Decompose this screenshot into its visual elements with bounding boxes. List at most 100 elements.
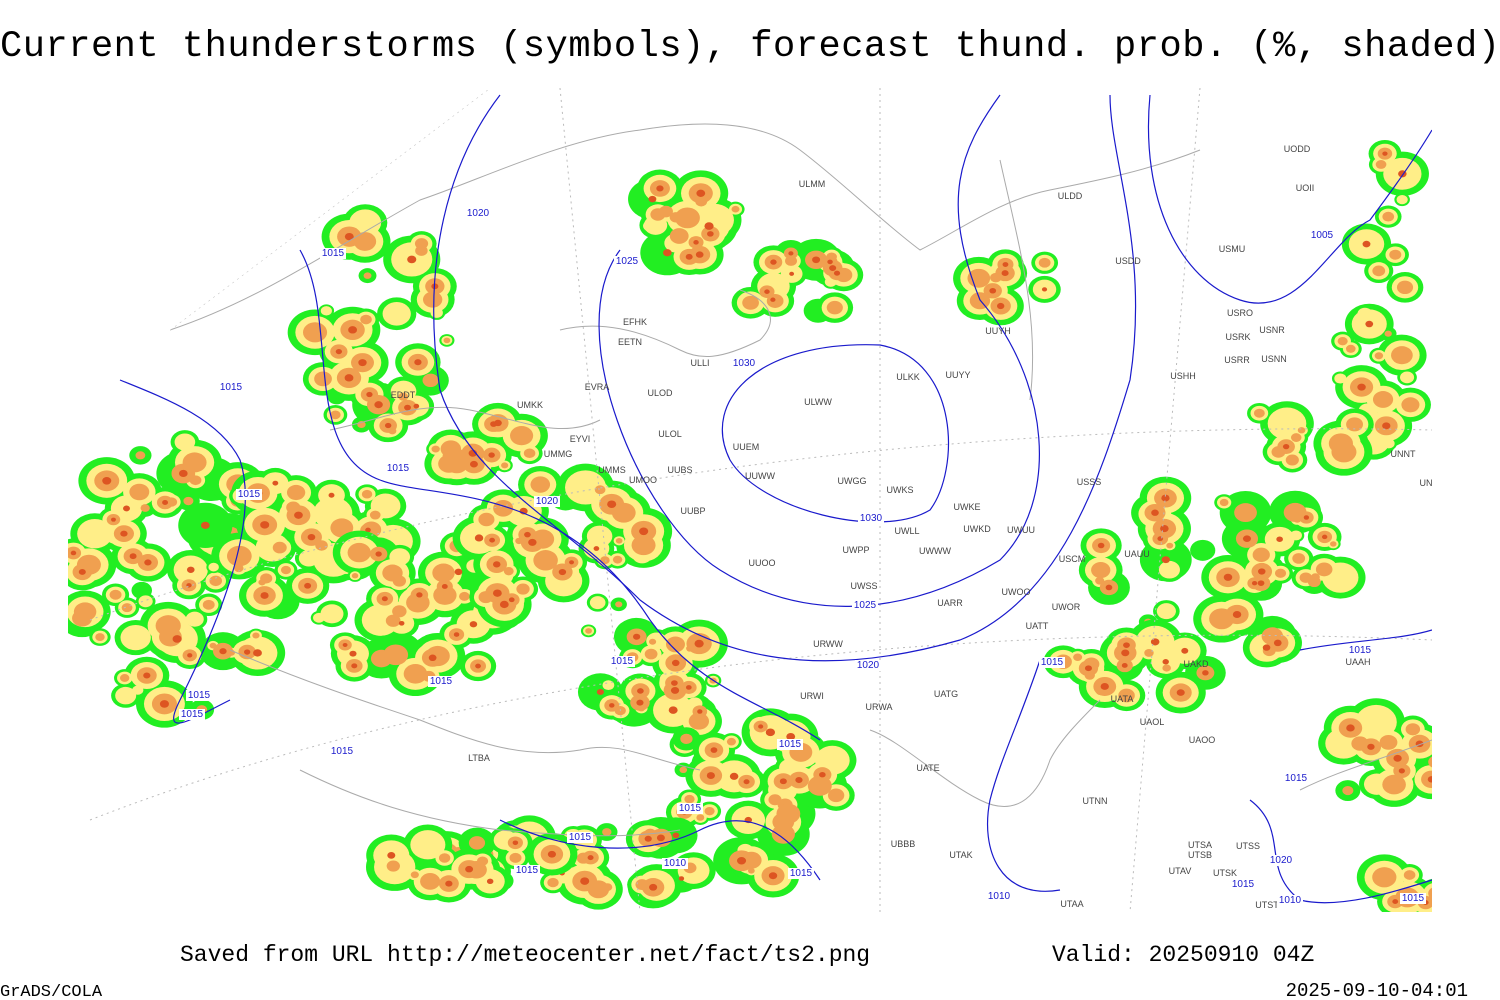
shade-blob [453, 632, 460, 637]
shade-blob [365, 527, 371, 533]
station-label: UWKD [963, 524, 991, 534]
isobars [119, 94, 1432, 904]
station-label: EFHK [623, 317, 647, 327]
shade-blob [1330, 541, 1337, 547]
shade-blob [704, 222, 714, 230]
shade-blob [786, 732, 796, 741]
shade-blob [547, 850, 556, 858]
shade-blob [489, 537, 496, 543]
shade-blob [347, 542, 371, 563]
shade-blob [1276, 536, 1283, 542]
shade-blob [1283, 502, 1307, 522]
shade-blob [729, 772, 739, 780]
coastlines [169, 123, 1432, 837]
isobar-label: 1015 [1232, 879, 1255, 890]
isobar-label-bg [218, 382, 244, 393]
station-label: UTAV [1169, 866, 1192, 876]
shade-blob [1097, 542, 1105, 549]
shade-blob [726, 737, 736, 746]
isobar-label-bg [1039, 657, 1065, 668]
shade-blob [286, 501, 301, 514]
isobar-label-bg [465, 208, 491, 219]
shade-blob [807, 775, 832, 796]
shade-blob [1396, 280, 1414, 295]
shade-blob [478, 512, 495, 527]
station-label: UWOO [1002, 587, 1031, 597]
isobar-label-bg [855, 660, 881, 671]
isobar-label: 1015 [611, 656, 634, 667]
shade-blob [140, 504, 150, 512]
shade-blob [129, 553, 137, 560]
station-label: UUBP [680, 506, 705, 516]
shade-blob [509, 852, 522, 863]
shade-blob [208, 562, 219, 572]
shade-blob [812, 256, 821, 264]
shade-blob [361, 489, 373, 499]
isobar-label: 1010 [664, 858, 687, 869]
shade-blob [459, 591, 470, 601]
isobar-label: 1015 [1041, 657, 1064, 668]
shade-blob [344, 374, 354, 382]
isobar-label: 1030 [860, 513, 883, 524]
shade-blob [111, 517, 116, 522]
station-label: UWPP [843, 545, 870, 555]
shade-blob [135, 451, 146, 460]
shade-blob [234, 547, 245, 557]
shade-blob [162, 500, 169, 505]
shade-blob [474, 534, 484, 542]
shade-blob [1345, 344, 1356, 353]
isobar-label-bg [186, 690, 212, 701]
station-label: ULWW [804, 397, 832, 407]
station-label: ULMM [799, 179, 826, 189]
isobar-label-bg [385, 463, 411, 474]
shade-blob [512, 840, 519, 846]
shade-blob [758, 724, 764, 729]
shade-blob [1433, 760, 1438, 764]
shade-blob [234, 564, 244, 573]
shade-blob [410, 830, 446, 860]
shade-blob [349, 650, 357, 657]
station-label: UWLL [894, 526, 919, 536]
shade-blob [422, 373, 439, 388]
shade-blob [609, 703, 615, 708]
station-label: UTSS [1236, 841, 1260, 851]
shade-blob [827, 788, 845, 803]
station-label: UTAA [1060, 899, 1083, 909]
isobar-label: 1015 [238, 489, 261, 500]
shade-blob [1161, 494, 1170, 502]
station-label: UWUU [1007, 525, 1035, 535]
shade-blob [366, 391, 373, 398]
shade-blob [1321, 534, 1328, 540]
shade-blob [1403, 870, 1416, 880]
shade-blob [827, 259, 833, 265]
shade-blob [1144, 648, 1154, 657]
station-label: UNNT [1391, 449, 1416, 459]
shade-blob [386, 860, 400, 872]
shade-blob [454, 568, 463, 576]
shade-blob [1372, 867, 1397, 888]
shade-blob [1372, 391, 1394, 408]
shade-blob [159, 700, 169, 708]
shade-blob [1334, 373, 1347, 384]
station-label: EDDT [391, 390, 416, 400]
shade-blob [594, 485, 606, 495]
shade-blob [109, 589, 122, 600]
shade-blob [165, 497, 178, 507]
isobar-label-bg [179, 709, 205, 720]
shade-blob [1346, 724, 1355, 732]
station-label: EETN [618, 337, 642, 347]
shade-blob [1374, 352, 1384, 360]
shade-blob [398, 392, 409, 401]
shade-blob [430, 307, 443, 318]
shade-blob [369, 510, 381, 520]
shade-blob [587, 855, 594, 861]
shade-blob [569, 560, 575, 565]
station-label: UWWW [919, 546, 951, 556]
shade-blob [1219, 498, 1229, 507]
shade-blob [589, 596, 606, 610]
station-label: UTSB [1188, 850, 1212, 860]
shade-blob [672, 832, 680, 839]
shade-blob [1299, 572, 1313, 583]
shade-blob [1382, 422, 1391, 430]
shade-blob [351, 573, 359, 579]
